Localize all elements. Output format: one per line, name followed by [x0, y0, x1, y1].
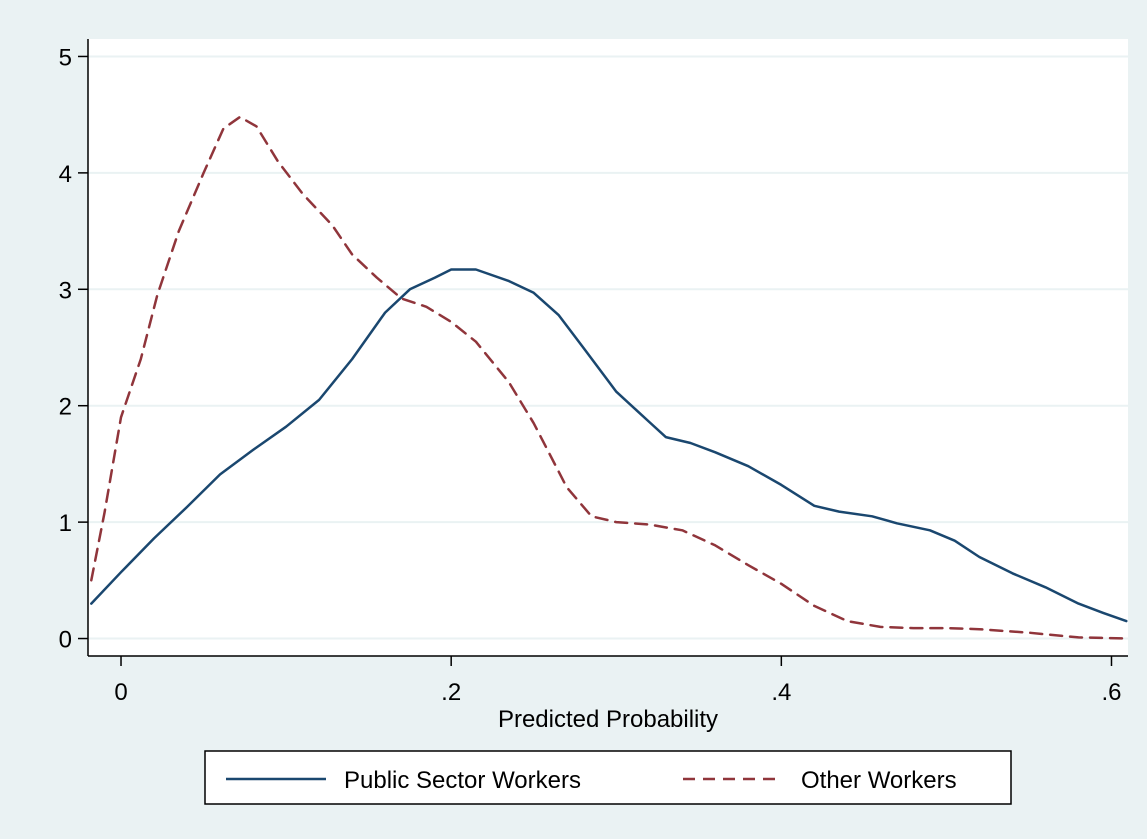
series-lines — [90, 115, 1130, 640]
x-tick-label-1: .2 — [441, 679, 461, 706]
series-line-1 — [90, 115, 1130, 640]
series-line-0 — [90, 268, 1128, 623]
y-tick-label-3: 3 — [59, 277, 72, 304]
grid-lines — [88, 55, 1128, 640]
legend: Public Sector Workers Other Workers — [204, 750, 1012, 805]
y-tick-label-5: 5 — [59, 44, 72, 71]
x-tick-label-3: .6 — [1101, 679, 1121, 706]
x-tick-label-2: .4 — [771, 679, 791, 706]
x-tick-label-0: 0 — [114, 679, 127, 706]
plot-area — [88, 39, 1128, 656]
y-axis-ticks: 0 1 2 3 4 5 — [59, 44, 88, 654]
x-axis-title: Predicted Probability — [498, 706, 718, 733]
legend-box — [204, 750, 1012, 805]
x-axis-ticks: 0 .2 .4 .6 — [114, 656, 1121, 706]
y-tick-label-1: 1 — [59, 510, 72, 537]
legend-label-public-sector: Public Sector Workers — [344, 767, 581, 794]
y-tick-label-0: 0 — [59, 627, 72, 654]
y-tick-label-4: 4 — [59, 161, 72, 188]
y-tick-label-2: 2 — [59, 394, 72, 421]
legend-label-other-workers: Other Workers — [801, 767, 957, 794]
